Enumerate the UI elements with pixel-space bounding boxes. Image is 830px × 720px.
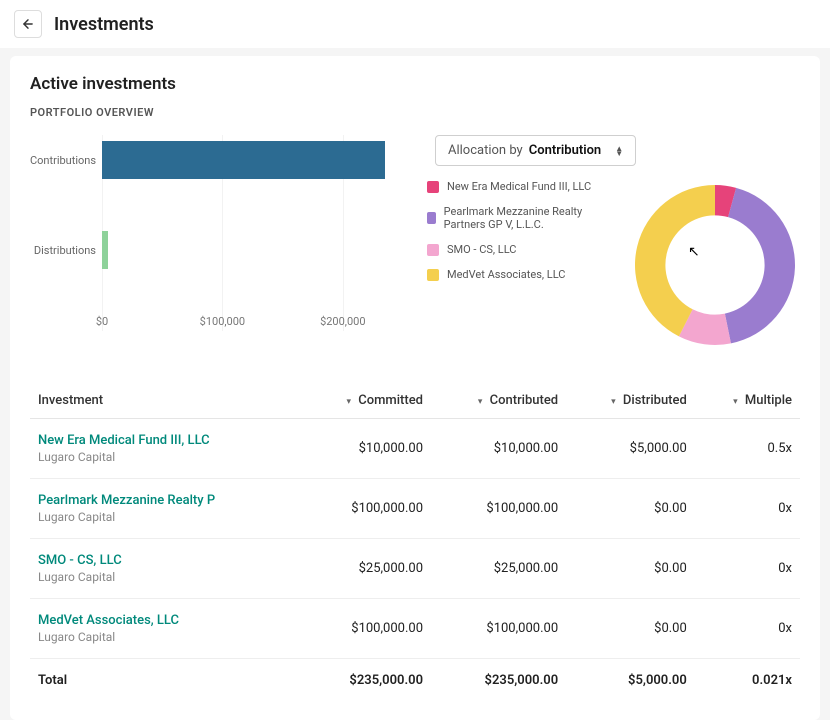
legend-item: Pearlmark Mezzanine Realty Partners GP V… (427, 205, 618, 231)
table-row: MedVet Associates, LLC Lugaro Capital $100… (30, 599, 800, 659)
barchart-column: Contributions Distributions $0 $100,000 $20… (30, 135, 403, 355)
page-title: Investments (54, 14, 154, 35)
section-label: PORTFOLIO OVERVIEW (30, 106, 800, 119)
cell-contributed: $10,000.00 (431, 419, 566, 479)
table-row: New Era Medical Fund III, LLC Lugaro Capi… (30, 419, 800, 479)
x-tick-label: $100,000 (200, 315, 245, 328)
legend-item: MedVet Associates, LLC (427, 268, 618, 281)
table-total-row: Total$235,000.00$235,000.00$5,000.000.02… (30, 659, 800, 703)
cell-multiple: 0.5x (695, 419, 800, 479)
legend-label: New Era Medical Fund III, LLC (447, 180, 591, 193)
investment-cell: Pearlmark Mezzanine Realty P Lugaro Capit… (30, 479, 301, 539)
legend-item: SMO - CS, LLC (427, 243, 618, 256)
cell-multiple: 0x (695, 479, 800, 539)
table-row: SMO - CS, LLC Lugaro Capital $25,000.00$25… (30, 539, 800, 599)
bar-fill (102, 231, 108, 269)
investment-cell: SMO - CS, LLC Lugaro Capital (30, 539, 301, 599)
table-column-header[interactable]: ▾ Committed (301, 383, 431, 419)
contributions-barchart: Contributions Distributions $0 $100,000 $20… (30, 135, 403, 355)
cell-distributed: $0.00 (566, 599, 695, 659)
bar-label: Distributions (30, 244, 102, 257)
select-updown-icon: ▲▼ (615, 146, 623, 156)
cell-committed: $10,000.00 (301, 419, 431, 479)
investment-sponsor: Lugaro Capital (38, 450, 293, 464)
sort-icon: ▾ (478, 397, 483, 407)
bar-fill (102, 141, 385, 179)
investment-cell: New Era Medical Fund III, LLC Lugaro Capi… (30, 419, 301, 479)
investment-name-link[interactable]: SMO - CS, LLC (38, 553, 293, 568)
overview-row: Contributions Distributions $0 $100,000 $20… (30, 135, 800, 355)
table-body: New Era Medical Fund III, LLC Lugaro Capi… (30, 419, 800, 703)
table-column-header[interactable]: ▾ Distributed (566, 383, 695, 419)
arrow-left-icon (21, 17, 35, 31)
legend-swatch (427, 181, 439, 193)
bar-row: Distributions (30, 225, 403, 275)
total-distributed: $5,000.00 (566, 659, 695, 703)
cell-multiple: 0x (695, 539, 800, 599)
bar-label: Contributions (30, 154, 102, 167)
table-column-header[interactable]: ▾ Contributed (431, 383, 566, 419)
cell-distributed: $0.00 (566, 539, 695, 599)
legend-label: SMO - CS, LLC (447, 243, 516, 256)
cell-committed: $100,000.00 (301, 479, 431, 539)
cell-distributed: $0.00 (566, 479, 695, 539)
subheading: Active investments (30, 74, 800, 94)
table-header-row: Investment▾ Committed▾ Contributed▾ Dist… (30, 383, 800, 419)
investment-cell: MedVet Associates, LLC Lugaro Capital (30, 599, 301, 659)
donut-segment (725, 188, 795, 344)
total-label: Total (30, 659, 301, 703)
investment-sponsor: Lugaro Capital (38, 630, 293, 644)
allocation-value: Contribution (529, 143, 601, 158)
sort-icon: ▾ (611, 397, 616, 407)
legend-swatch (427, 212, 436, 224)
legend-donut-row: New Era Medical Fund III, LLC Pearlmark M… (427, 180, 800, 350)
allocation-donut: ↖ (630, 180, 800, 350)
cell-contributed: $25,000.00 (431, 539, 566, 599)
investments-panel: Active investments PORTFOLIO OVERVIEW Co… (10, 56, 820, 720)
investment-sponsor: Lugaro Capital (38, 510, 293, 524)
cursor-icon: ↖ (688, 244, 700, 260)
allocation-dropdown[interactable]: Allocation by Contribution ▲▼ (435, 135, 636, 166)
donut-chart-svg (630, 180, 800, 350)
back-button[interactable] (14, 10, 42, 38)
investments-table: Investment▾ Committed▾ Contributed▾ Dist… (30, 383, 800, 702)
bar-track (102, 141, 403, 179)
cell-distributed: $5,000.00 (566, 419, 695, 479)
total-contributed: $235,000.00 (431, 659, 566, 703)
page-header: Investments (0, 0, 830, 48)
investment-name-link[interactable]: Pearlmark Mezzanine Realty P (38, 493, 293, 508)
cell-committed: $25,000.00 (301, 539, 431, 599)
allocation-column: Allocation by Contribution ▲▼ New Era Me… (427, 135, 800, 355)
investment-sponsor: Lugaro Capital (38, 570, 293, 584)
table-column-header[interactable]: Investment (30, 383, 301, 419)
cell-contributed: $100,000.00 (431, 599, 566, 659)
legend-swatch (427, 244, 439, 256)
bar-track (102, 231, 403, 269)
total-multiple: 0.021x (695, 659, 800, 703)
table-head: Investment▾ Committed▾ Contributed▾ Dist… (30, 383, 800, 419)
investment-name-link[interactable]: MedVet Associates, LLC (38, 613, 293, 628)
x-tick-label: $200,000 (320, 315, 365, 328)
legend-label: MedVet Associates, LLC (447, 268, 565, 281)
barchart-rows: Contributions Distributions (30, 135, 403, 275)
cell-committed: $100,000.00 (301, 599, 431, 659)
legend-label: Pearlmark Mezzanine Realty Partners GP V… (444, 205, 618, 231)
cell-multiple: 0x (695, 599, 800, 659)
legend-swatch (427, 269, 439, 281)
investment-name-link[interactable]: New Era Medical Fund III, LLC (38, 433, 293, 448)
legend-item: New Era Medical Fund III, LLC (427, 180, 618, 193)
allocation-prefix: Allocation by (448, 143, 523, 158)
table-column-header[interactable]: ▾ Multiple (695, 383, 800, 419)
total-committed: $235,000.00 (301, 659, 431, 703)
allocation-legend: New Era Medical Fund III, LLC Pearlmark M… (427, 180, 618, 293)
x-tick-label: $0 (96, 315, 108, 328)
table-row: Pearlmark Mezzanine Realty P Lugaro Capit… (30, 479, 800, 539)
sort-icon: ▾ (346, 397, 351, 407)
cell-contributed: $100,000.00 (431, 479, 566, 539)
bar-row: Contributions (30, 135, 403, 185)
sort-icon: ▾ (733, 397, 738, 407)
barchart-xaxis: $0$100,000$200,000 (102, 315, 403, 331)
